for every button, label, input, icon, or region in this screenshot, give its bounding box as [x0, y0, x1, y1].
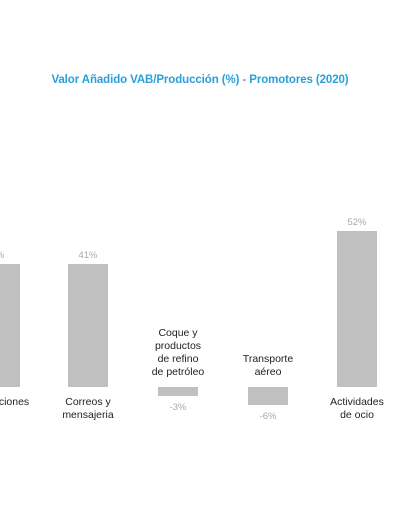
- bar-0: [0, 264, 20, 387]
- category-label-3-0: Transporte: [243, 353, 294, 365]
- value-label-1: 41%: [78, 250, 98, 261]
- value-label-4: 52%: [347, 217, 367, 228]
- category-label-2-0: Coque y: [158, 327, 198, 339]
- category-label-2-3: de petróleo: [152, 366, 205, 378]
- category-label-1-0: Correos y: [65, 396, 111, 408]
- value-label-2: -3%: [170, 402, 187, 413]
- category-label-4-1: de ocio: [340, 409, 374, 421]
- category-label-0-0: ...nicaciones: [0, 396, 29, 408]
- category-label-2-2: de refino: [158, 353, 199, 365]
- value-label-0: %: [0, 250, 5, 261]
- category-label-1-1: mensajeria: [62, 409, 114, 421]
- chart-title-main: Valor Añadido VAB/Producción (%): [51, 74, 240, 86]
- category-label-2-1: productos: [155, 340, 201, 352]
- chart-title-subject: Promotores (2020): [249, 74, 349, 86]
- bar-3: [248, 387, 288, 405]
- category-label-3-1: aéreo: [255, 366, 282, 378]
- bar-1: [68, 264, 108, 387]
- bar-4: [337, 231, 377, 387]
- category-label-4-0: Actividades: [330, 396, 384, 408]
- bar-2: [158, 387, 198, 396]
- value-label-3: -6%: [260, 411, 277, 422]
- chart-title: Valor Añadido VAB/Producción (%) - Promo…: [0, 74, 400, 86]
- chart-title-separator: -: [242, 74, 247, 86]
